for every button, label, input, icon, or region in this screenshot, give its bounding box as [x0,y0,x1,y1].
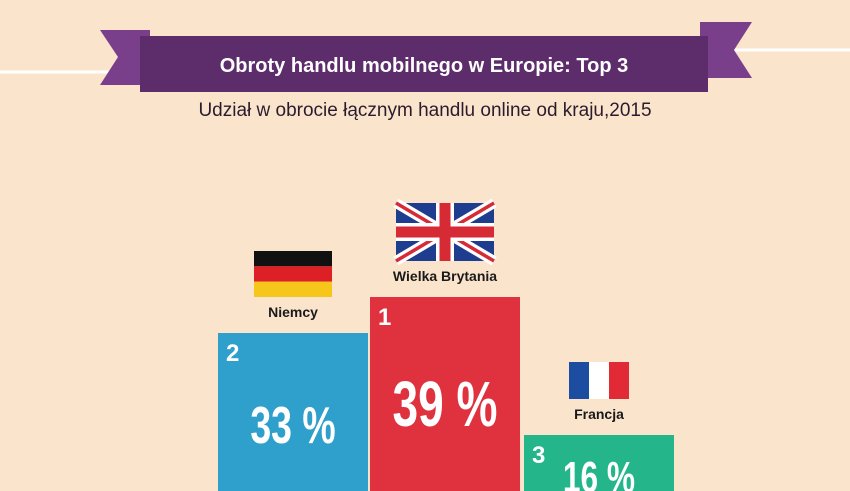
ribbon-tail-right [700,22,752,78]
country-label: Wielka Brytania [393,268,497,284]
chart-title: Obroty handlu mobilnego w Europie: Top 3 [220,55,629,77]
value-label: 16 % [563,453,635,491]
germany-flag-stripe-gold [254,281,332,297]
france-flag-stripe-red [609,362,629,399]
germany-flag-icon [254,251,332,267]
rank-label: 2 [226,340,239,367]
country-label: Niemcy [268,304,318,320]
value-label: 33 % [250,396,335,455]
country-label: Francja [574,406,624,422]
france-flag-stripe-white [589,362,609,399]
rank-label: 3 [532,442,545,469]
bars-group: 2 33 % Niemcy 1 39 % Wielka Brytania 3 16 % Fran… [218,198,674,491]
ribbon-tail-left [100,30,150,85]
value-label: 39 % [392,368,497,439]
bar-2 [370,297,520,491]
title-ribbon [140,36,708,92]
uk-flag-cross-red-h [396,226,494,238]
germany-flag-stripe-red [254,266,332,282]
bar-1 [218,333,368,491]
france-flag-icon [569,362,589,399]
bar-3 [524,435,674,491]
rank-label: 1 [378,304,391,331]
chart-subtitle: Udział w obrocie łącznym handlu online o… [198,100,652,121]
